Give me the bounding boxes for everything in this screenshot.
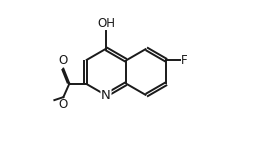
Text: O: O [58,54,67,67]
Text: O: O [58,98,67,111]
Text: F: F [181,54,187,67]
Text: OH: OH [97,17,115,30]
Text: N: N [101,89,111,102]
